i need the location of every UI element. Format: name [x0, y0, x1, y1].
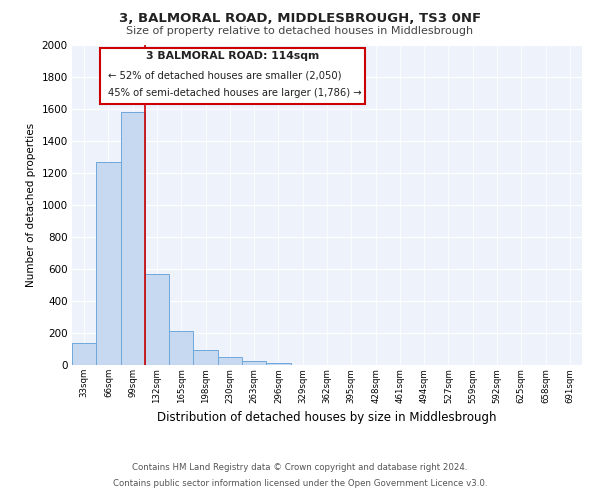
Text: 3 BALMORAL ROAD: 114sqm: 3 BALMORAL ROAD: 114sqm — [146, 52, 319, 62]
Text: 45% of semi-detached houses are larger (1,786) →: 45% of semi-detached houses are larger (… — [108, 88, 361, 98]
Text: Contains public sector information licensed under the Open Government Licence v3: Contains public sector information licen… — [113, 478, 487, 488]
Y-axis label: Number of detached properties: Number of detached properties — [26, 123, 36, 287]
X-axis label: Distribution of detached houses by size in Middlesbrough: Distribution of detached houses by size … — [157, 411, 497, 424]
Bar — [145, 274, 169, 365]
Bar — [121, 112, 145, 365]
Text: ← 52% of detached houses are smaller (2,050): ← 52% of detached houses are smaller (2,… — [108, 70, 341, 81]
Bar — [72, 342, 96, 365]
Bar — [242, 361, 266, 365]
Text: Size of property relative to detached houses in Middlesbrough: Size of property relative to detached ho… — [127, 26, 473, 36]
Bar — [193, 350, 218, 365]
Bar — [218, 357, 242, 365]
Text: 3, BALMORAL ROAD, MIDDLESBROUGH, TS3 0NF: 3, BALMORAL ROAD, MIDDLESBROUGH, TS3 0NF — [119, 12, 481, 26]
Bar — [266, 364, 290, 365]
FancyBboxPatch shape — [100, 48, 365, 104]
Bar — [96, 162, 121, 365]
Bar — [169, 330, 193, 365]
Text: Contains HM Land Registry data © Crown copyright and database right 2024.: Contains HM Land Registry data © Crown c… — [132, 464, 468, 472]
